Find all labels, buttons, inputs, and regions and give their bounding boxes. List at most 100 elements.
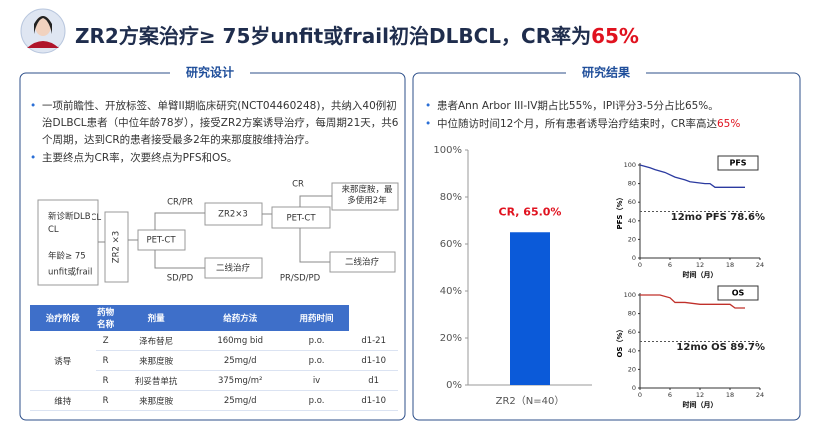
bullet-highlight: 65% — [717, 118, 741, 130]
y-tick-label: 100 — [624, 291, 636, 299]
table-cell: d1-10 — [349, 350, 398, 371]
phase-cell: 诱导 — [30, 331, 96, 391]
y-tick-label: 40 — [628, 347, 636, 355]
table-row: 维持 R 来那度胺 25mg/d p.o. d1-10 — [30, 390, 398, 411]
x-tick-label: 6 — [668, 391, 672, 399]
table-row: R 来那度胺 25mg/d p.o. d1-10 — [30, 350, 398, 371]
bullet-text: 中位随访时间12个月，所有患者诱导治疗结束时，CR率高达 — [437, 118, 717, 130]
column-header: 剂量 — [115, 305, 197, 331]
y-tick-label: 80% — [440, 192, 462, 203]
table-cell: R — [95, 390, 116, 411]
y-tick-label: 80 — [628, 310, 636, 318]
column-header: 给药方法 — [196, 305, 284, 331]
flow-label: 来那度胺，最多使用2年 — [341, 185, 393, 206]
y-tick-label: 60 — [628, 198, 636, 206]
bar — [510, 232, 550, 385]
x-tick-label: 18 — [726, 261, 734, 269]
legend-label: PFS — [729, 159, 746, 168]
annotation: 12mo OS 89.7% — [676, 342, 765, 353]
flow-label: ZR2×3 — [218, 210, 248, 220]
annotation: 12mo PFS 78.6% — [671, 212, 765, 223]
flow-box — [104, 211, 129, 283]
table-cell: d1-21 — [349, 331, 398, 351]
avatar-face — [35, 16, 51, 36]
x-axis-label: 时间（月） — [683, 400, 718, 409]
survival-curve — [640, 294, 745, 309]
y-tick-label: 80 — [628, 180, 636, 188]
table-body: 诱导 Z 泽布替尼 160mg bid p.o. d1-21 R 来那度胺 25mg/d p.o.… — [30, 331, 398, 411]
y-tick-label: 40% — [440, 286, 462, 297]
y-tick-label: 40 — [628, 217, 636, 225]
design-heading: 研究设计 — [186, 65, 234, 80]
x-tick-label: 12 — [696, 391, 704, 399]
bullet: 主要终点为CR率，次要终点为PFS和OS。 — [30, 150, 400, 167]
flow-box — [271, 206, 331, 229]
table-cell: p.o. — [283, 350, 350, 371]
y-tick-label: 100 — [624, 161, 636, 169]
y-tick-label: 20 — [628, 365, 636, 373]
flow-item: 新诊断DLBCL — [48, 211, 92, 237]
table-cell: R — [95, 350, 116, 371]
table-cell: 25mg/d — [196, 390, 284, 411]
flow-label: 二线治疗 — [345, 257, 380, 268]
flow-label: PET-CT — [286, 214, 316, 224]
title: ZR2方案治疗≥ 75岁unfit或frail初治DLBCL，CR率为65% — [75, 20, 639, 49]
y-tick-label: 0% — [446, 380, 462, 391]
table-cell: R — [95, 370, 116, 391]
flow-item: 年龄≥ 75 — [48, 251, 86, 262]
flow-arrows — [98, 195, 332, 269]
table-cell: d1 — [349, 370, 398, 391]
legend-label: OS — [732, 289, 745, 298]
x-tick-label: ZR2（N=40） — [496, 395, 565, 407]
table-cell: 375mg/m² — [196, 370, 284, 391]
column-header: 药物名称 — [95, 305, 116, 331]
bullet: 中位随访时间12个月，所有患者诱导治疗结束时，CR率高达65% — [425, 116, 795, 133]
avatar-body — [27, 41, 59, 48]
avatar-hair — [34, 16, 52, 34]
y-tick-label: 60% — [440, 239, 462, 250]
y-tick-label: 0 — [632, 384, 636, 392]
y-axis-label: OS（%） — [616, 325, 624, 357]
survival-curve — [639, 164, 745, 188]
flow-label: SD/PD — [167, 274, 194, 284]
flow-label: 二线治疗 — [216, 263, 251, 274]
x-tick-label: 18 — [726, 391, 734, 399]
table-cell: 来那度胺 — [115, 350, 197, 371]
table-cell: d1-10 — [349, 390, 398, 411]
legend-box — [717, 155, 759, 171]
table-cell: 160mg bid — [196, 331, 284, 351]
y-tick-label: 60 — [628, 328, 636, 336]
heading-bg — [566, 64, 646, 82]
design-bullets: 一项前瞻性、开放标签、单臂II期临床研究(NCT04460248)，共纳入40例… — [30, 98, 400, 168]
table-cell: p.o. — [283, 331, 350, 351]
legend-box — [717, 285, 759, 301]
x-tick-label: 24 — [756, 391, 764, 399]
results-bullets: 患者Ann Arbor III-IV期占比55%，IPI评分3-5分占比65%。… — [425, 98, 795, 134]
bullet: 一项前瞻性、开放标签、单臂II期临床研究(NCT04460248)，共纳入40例… — [30, 98, 400, 149]
x-tick-label: 24 — [756, 261, 764, 269]
title-highlight: 65% — [591, 24, 639, 48]
table-cell: 25mg/d — [196, 350, 284, 371]
y-tick-label: 20% — [440, 333, 462, 344]
x-tick-label: 0 — [638, 261, 642, 269]
phase-cell: 维持 — [30, 390, 96, 411]
heading-bg — [170, 64, 250, 82]
table-cell: p.o. — [283, 390, 350, 411]
x-tick-label: 6 — [668, 261, 672, 269]
flow-label: ZR2 ×3 — [112, 231, 122, 263]
x-tick-label: 12 — [696, 261, 704, 269]
flow-label: PET-CT — [146, 236, 176, 246]
y-tick-label: 0 — [632, 254, 636, 262]
flow-box — [331, 182, 399, 211]
column-header: 治疗阶段 — [30, 305, 96, 331]
flow-item: unfit或frail — [48, 267, 92, 278]
x-tick-label: 0 — [638, 391, 642, 399]
table-cell: 泽布替尼 — [115, 331, 197, 351]
value-label: CR, 65.0% — [499, 205, 562, 218]
y-tick-label: 100% — [433, 145, 462, 156]
title-text: ZR2方案治疗≥ 75岁unfit或frail初治DLBCL，CR率为 — [75, 24, 592, 48]
x-axis-label: 时间（月） — [683, 270, 718, 279]
column-header: 用药时间 — [283, 305, 350, 331]
table-header: 治疗阶段 药物名称 剂量 给药方法 用药时间 — [30, 305, 398, 331]
table-cell: 利妥昔单抗 — [115, 370, 197, 391]
